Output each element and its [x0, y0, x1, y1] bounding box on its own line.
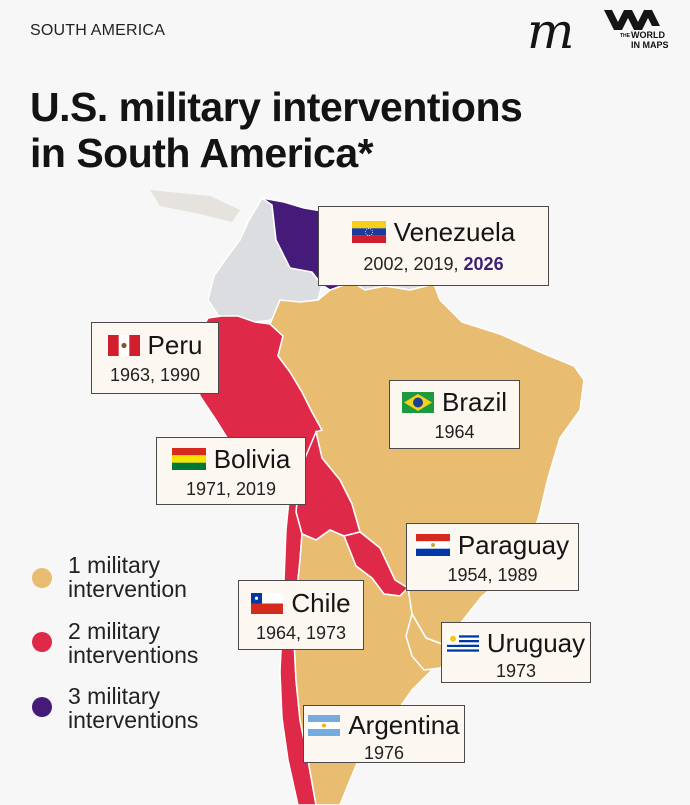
- country-years: 1964: [434, 422, 475, 442]
- legend-line-2: interventions: [68, 707, 199, 733]
- legend-swatch-two: [32, 632, 52, 652]
- wim-brand-icon: [604, 10, 660, 30]
- venezuela-flag-icon: [351, 221, 386, 243]
- country-years: 2002, 2019,: [363, 254, 459, 274]
- region-label: SOUTH AMERICA: [30, 22, 166, 39]
- paraguay-flag-icon: [415, 534, 450, 556]
- country-name: Chile: [291, 588, 351, 618]
- chile-flag-icon: [251, 592, 284, 614]
- legend-swatch-one: [32, 568, 52, 588]
- country-years: 1976: [363, 743, 405, 763]
- country-years: 1954, 1989: [447, 565, 538, 585]
- country-years: 1964, 1973: [255, 623, 347, 643]
- country-name: Bolivia: [213, 444, 291, 474]
- country-label-argentina: Argentina 1976: [303, 705, 465, 763]
- legend-line-2: interventions: [68, 642, 199, 668]
- legend-line-1: 3 military: [68, 683, 161, 709]
- bolivia-flag-icon: [171, 448, 206, 470]
- country-name: Brazil: [441, 387, 507, 417]
- legend-line-1: 2 military: [68, 618, 161, 644]
- legend-item-two: 2 military interventions: [68, 619, 198, 667]
- country-label-bolivia: Bolivia 1971, 2019: [156, 437, 306, 505]
- country-name: Uruguay: [486, 628, 586, 658]
- country-name: Argentina: [348, 710, 460, 740]
- m-logo: m: [527, 2, 575, 60]
- country-label-venezuela: Venezuela 2002, 2019, 2026: [318, 206, 549, 286]
- country-name: Peru: [147, 330, 203, 360]
- country-years: 1973: [495, 661, 537, 681]
- country-label-brazil: Brazil 1964: [389, 380, 520, 449]
- country-name: Paraguay: [457, 530, 570, 560]
- world-in-maps-logo: THE WORLD IN MAPS: [604, 8, 684, 52]
- country-label-uruguay: Uruguay 1973: [441, 622, 591, 683]
- country-label-chile: Chile 1964, 1973: [238, 580, 364, 650]
- legend-line-1: 1 military: [68, 552, 161, 578]
- uruguay-flag-icon: [446, 632, 479, 654]
- logo-the-text: THE: [620, 33, 630, 39]
- country-label-paraguay: Paraguay 1954, 1989: [406, 523, 579, 591]
- map-central-america: [150, 190, 240, 222]
- logo-line-2: IN MAPS: [631, 40, 669, 50]
- logo-line-1: WORLD: [631, 30, 665, 40]
- legend-line-2: intervention: [68, 576, 187, 602]
- argentina-flag-icon: [308, 714, 341, 736]
- highlight-year: 2026: [463, 254, 504, 274]
- page-title: U.S. military interventions in South Ame…: [30, 84, 523, 176]
- map-uruguay: [405, 612, 454, 671]
- country-years: 1963, 1990: [109, 365, 201, 385]
- brazil-flag-icon: [401, 391, 434, 413]
- title-line-2: in South America*: [30, 130, 374, 176]
- country-name: Venezuela: [393, 217, 516, 247]
- title-line-1: U.S. military interventions: [30, 84, 523, 130]
- legend-item-one: 1 military intervention: [68, 553, 187, 601]
- peru-flag-icon: [107, 334, 140, 356]
- legend-swatch-three: [32, 697, 52, 717]
- legend-item-three: 3 military interventions: [68, 684, 198, 732]
- country-label-peru: Peru 1963, 1990: [91, 322, 219, 394]
- country-years: 1971, 2019: [185, 479, 277, 499]
